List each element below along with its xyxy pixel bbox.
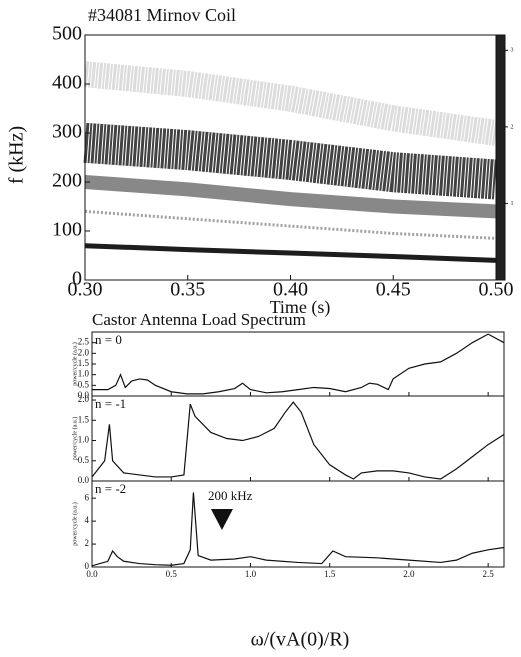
y-tick-label: 500 <box>52 23 82 45</box>
y-tick-label: 0.0 <box>78 390 90 400</box>
spectral-band <box>84 243 497 263</box>
panel-label: n = 0 <box>95 332 122 347</box>
line <box>92 333 505 395</box>
panel-label: n = -2 <box>95 481 126 496</box>
x-tick-label: 1.5 <box>324 569 336 579</box>
x-tick-label: 2.0 <box>403 569 415 579</box>
x-tick-label: 0.5 <box>166 569 178 579</box>
y-axis-label: power/cycle (a.u.) <box>71 342 78 385</box>
y-tick-label: 2.5 <box>78 337 90 347</box>
x-tick-label: 0.45 <box>376 279 411 301</box>
colorbar-tick-label: 3 <box>511 48 514 54</box>
y-tick-label: 1.0 <box>78 435 90 445</box>
x-axis-label: ω/(vA(0)/R) <box>251 629 350 651</box>
x-tick-label: 0.30 <box>68 279 103 301</box>
spectral-band <box>84 209 497 240</box>
colorbar <box>495 34 506 281</box>
x-tick-label: 0.35 <box>170 279 205 301</box>
colorbar-tick-label: 2 <box>511 124 514 130</box>
y-tick-label: 0.0 <box>78 475 90 485</box>
y-tick-label: 1.0 <box>78 369 90 379</box>
panel-label: n = -1 <box>95 396 126 411</box>
y-tick-label: 2 <box>85 538 90 548</box>
y-tick-label: 0 <box>72 268 82 290</box>
y-tick-label: 200 <box>52 170 82 192</box>
spectral-band <box>83 61 498 146</box>
colorbar-tick-label: 1 <box>511 201 514 207</box>
chart-title: #34081 Mirnov Coil <box>88 5 236 25</box>
y-tick-label: 0.5 <box>78 379 90 389</box>
line <box>91 401 505 480</box>
x-tick-label: 0.40 <box>273 279 308 301</box>
y-tick-label: 0.5 <box>78 455 90 465</box>
y-tick-label: 1.5 <box>78 358 90 368</box>
y-tick-label: 6 <box>85 492 90 502</box>
annotation-label: 200 kHz <box>208 488 253 503</box>
x-tick-label: 0.50 <box>479 279 514 301</box>
spectral-band <box>84 175 497 219</box>
y-tick-label: 100 <box>52 219 82 241</box>
chart-title: Castor Antenna Load Spectrum <box>92 310 306 329</box>
y-tick-label: 0 <box>85 561 90 571</box>
y-tick-label: 2.0 <box>78 394 90 404</box>
annotation-arrow <box>210 509 233 530</box>
y-axis-label: power/cycle (a.u.) <box>71 502 78 545</box>
y-tick-label: 4 <box>85 515 90 525</box>
plot-frame <box>91 480 505 568</box>
y-tick-label: 1.5 <box>78 414 90 424</box>
y-axis-label: f (kHz) <box>6 126 28 184</box>
y-tick-label: 400 <box>52 72 82 94</box>
y-axis-label: power/cycle (a.u.) <box>71 417 78 460</box>
y-tick-label: 300 <box>52 121 82 143</box>
y-tick-label: 2.0 <box>78 347 90 357</box>
x-tick-label: 2.5 <box>483 569 495 579</box>
x-axis-label: Time (s) <box>270 297 331 318</box>
line <box>91 492 505 567</box>
spectral-band <box>83 122 498 200</box>
x-tick-label: 1.0 <box>245 569 257 579</box>
x-tick-label: 0.0 <box>86 569 98 579</box>
